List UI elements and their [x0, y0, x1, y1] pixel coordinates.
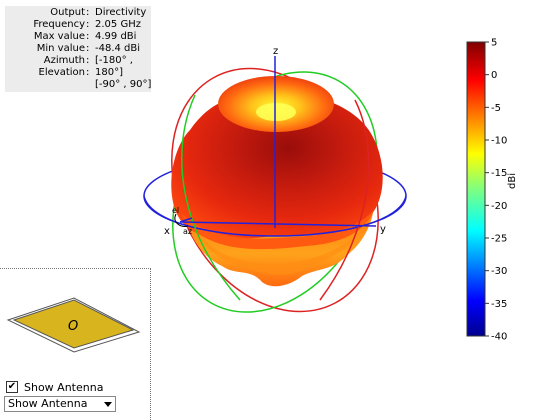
- top-cup-core: [256, 103, 296, 121]
- colorbar-tick-label: -25: [491, 234, 507, 245]
- pattern-main-body: [171, 91, 383, 240]
- info-value: 4.99 dBi: [95, 31, 137, 42]
- info-row-frequency: Frequency : 2.05 GHz: [33, 19, 141, 30]
- info-row-min: Min value : -48.4 dBi: [36, 43, 141, 54]
- y-axis-label: y: [380, 224, 386, 235]
- show-antenna-label: Show Antenna: [24, 381, 104, 394]
- info-row-elevation: Elevation : 180°]: [38, 67, 123, 78]
- red-circle-front: [319, 99, 370, 301]
- x-axis-label: x: [164, 226, 170, 237]
- info-value: Directivity: [95, 7, 147, 18]
- dropdown-value: Show Antenna: [8, 397, 88, 410]
- azimuth-circle-front: [143, 195, 407, 237]
- info-row-max: Max value : 4.99 dBi: [33, 31, 137, 42]
- info-value: [-90° , 90°]: [95, 79, 152, 90]
- colorbar-ticks: 5 0 -5 -10 -15 -20 -25 -30 -35 -40: [485, 38, 507, 343]
- antenna-symbol: O: [68, 319, 78, 334]
- z-axis-label: z: [273, 46, 278, 57]
- info-key: Max value: [33, 31, 85, 42]
- info-key: Elevation: [38, 67, 85, 78]
- info-key: Frequency: [33, 19, 85, 30]
- colorbar-tick-label: -20: [491, 201, 507, 212]
- colorbar-tick-label: -30: [491, 266, 507, 277]
- info-row-output: Output : Directivity: [50, 7, 147, 18]
- info-row-elevation-range: [-90° , 90°]: [5, 79, 151, 91]
- body-lip: [182, 210, 374, 250]
- colorbar-tick-label: -35: [491, 299, 507, 310]
- info-value: 2.05 GHz: [95, 19, 141, 30]
- show-antenna-checkbox[interactable]: ✔: [6, 381, 18, 393]
- colorbar-tick-label: -5: [491, 103, 501, 114]
- info-value: -48.4 dBi: [95, 43, 141, 54]
- green-circle-front: [181, 94, 241, 301]
- info-value: [-180° ,: [95, 55, 133, 66]
- colorbar: [466, 41, 486, 337]
- checkmark-icon: ✔: [7, 381, 17, 392]
- antenna-tile: [12, 299, 135, 349]
- antenna-view-panel: [0, 268, 151, 420]
- colorbar-unit: dBi: [507, 173, 518, 189]
- y-axis: [179, 221, 377, 227]
- az-label: az: [183, 227, 192, 236]
- x-axis: [179, 217, 193, 223]
- info-key: Azimuth: [43, 55, 85, 66]
- info-key: Min value: [36, 43, 85, 54]
- az-arc: [174, 213, 189, 227]
- colorbar-tick-label: 5: [491, 38, 497, 49]
- info-panel: Output : Directivity Frequency : 2.05 GH…: [5, 6, 151, 92]
- el-label: el: [172, 206, 179, 215]
- info-key: Output: [50, 7, 85, 18]
- show-antenna-dropdown[interactable]: Show Antenna: [4, 396, 116, 412]
- info-value: 180°]: [95, 67, 123, 78]
- chevron-down-icon: [104, 402, 112, 407]
- colorbar-tick-label: -15: [491, 168, 507, 179]
- colorbar-tick-label: -40: [491, 332, 507, 343]
- colorbar-tick-label: 0: [491, 70, 497, 81]
- info-row-azimuth: Azimuth : [-180° ,: [43, 55, 133, 66]
- lower-lobe-shade: [200, 236, 356, 275]
- colorbar-tick-label: -10: [491, 136, 507, 147]
